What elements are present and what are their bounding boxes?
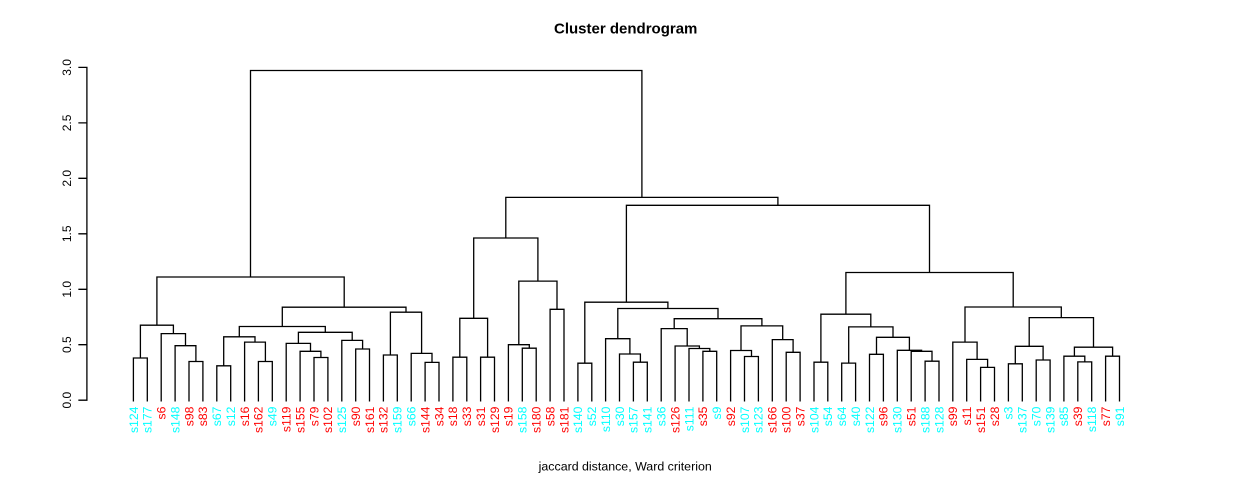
svg-text:s92: s92 — [724, 406, 738, 426]
svg-text:s79: s79 — [307, 406, 321, 426]
svg-text:s99: s99 — [946, 406, 960, 426]
svg-text:s30: s30 — [613, 406, 627, 426]
svg-text:s159: s159 — [391, 406, 405, 433]
svg-text:s64: s64 — [835, 406, 849, 426]
svg-text:s158: s158 — [516, 406, 530, 433]
svg-text:s40: s40 — [849, 406, 863, 426]
svg-text:s9: s9 — [710, 406, 724, 419]
svg-text:s128: s128 — [932, 406, 946, 433]
svg-text:s3: s3 — [1002, 406, 1016, 419]
svg-text:s111: s111 — [682, 406, 696, 431]
svg-text:s123: s123 — [752, 406, 766, 433]
svg-text:2.0: 2.0 — [60, 170, 74, 187]
svg-text:Cluster dendrogram: Cluster dendrogram — [554, 21, 697, 38]
svg-text:s122: s122 — [863, 406, 877, 433]
svg-text:s177: s177 — [141, 406, 155, 433]
svg-text:s126: s126 — [668, 406, 682, 433]
svg-text:s54: s54 — [821, 406, 835, 426]
svg-text:1.5: 1.5 — [60, 225, 74, 242]
svg-text:s104: s104 — [807, 406, 821, 433]
svg-text:s36: s36 — [655, 406, 669, 426]
svg-text:s161: s161 — [363, 406, 377, 433]
svg-text:s49: s49 — [266, 406, 280, 426]
svg-text:s140: s140 — [571, 406, 585, 433]
svg-text:s144: s144 — [418, 406, 432, 433]
svg-text:s162: s162 — [252, 406, 266, 433]
svg-text:s137: s137 — [1016, 406, 1030, 433]
svg-text:s6: s6 — [155, 406, 169, 419]
svg-text:s91: s91 — [1113, 406, 1127, 426]
svg-text:s90: s90 — [349, 406, 363, 426]
svg-text:s188: s188 — [918, 406, 932, 433]
svg-text:s124: s124 — [127, 406, 141, 433]
svg-text:s19: s19 — [502, 406, 516, 426]
svg-text:s51: s51 — [905, 406, 919, 426]
svg-text:3.0: 3.0 — [60, 59, 74, 76]
svg-text:s85: s85 — [1057, 406, 1071, 426]
svg-text:s129: s129 — [488, 406, 502, 433]
svg-text:s66: s66 — [405, 406, 419, 426]
svg-text:s125: s125 — [335, 406, 349, 433]
svg-text:s67: s67 — [210, 406, 224, 426]
svg-text:s77: s77 — [1099, 406, 1113, 426]
svg-text:s16: s16 — [238, 406, 252, 426]
svg-text:s39: s39 — [1071, 406, 1085, 426]
svg-text:s35: s35 — [696, 406, 710, 426]
svg-text:s151: s151 — [974, 406, 988, 433]
svg-text:s107: s107 — [738, 406, 752, 433]
svg-text:s119: s119 — [280, 406, 294, 432]
svg-text:1.0: 1.0 — [60, 281, 74, 298]
svg-text:s100: s100 — [780, 406, 794, 433]
svg-text:s166: s166 — [766, 406, 780, 433]
svg-text:s28: s28 — [988, 406, 1002, 426]
svg-text:s33: s33 — [460, 406, 474, 426]
svg-text:s157: s157 — [627, 406, 641, 433]
svg-text:s141: s141 — [641, 406, 655, 433]
svg-text:s58: s58 — [543, 406, 557, 426]
svg-text:0.5: 0.5 — [60, 336, 74, 353]
svg-text:s31: s31 — [474, 406, 488, 426]
svg-text:s118: s118 — [1085, 406, 1099, 432]
svg-text:0.0: 0.0 — [60, 392, 74, 409]
svg-text:s155: s155 — [293, 406, 307, 433]
svg-text:s83: s83 — [196, 406, 210, 426]
svg-text:s18: s18 — [446, 406, 460, 426]
svg-text:2.5: 2.5 — [60, 114, 74, 131]
svg-text:s102: s102 — [321, 406, 335, 433]
svg-text:s110: s110 — [599, 406, 613, 432]
svg-text:s132: s132 — [377, 406, 391, 433]
svg-text:s12: s12 — [224, 406, 238, 426]
svg-text:s34: s34 — [432, 406, 446, 426]
svg-text:s180: s180 — [530, 406, 544, 433]
svg-text:s181: s181 — [557, 406, 571, 433]
svg-text:s52: s52 — [585, 406, 599, 426]
svg-text:s98: s98 — [182, 406, 196, 426]
svg-text:s130: s130 — [891, 406, 905, 433]
svg-text:s11: s11 — [960, 406, 974, 425]
svg-text:s70: s70 — [1030, 406, 1044, 426]
svg-text:s148: s148 — [168, 406, 182, 433]
svg-text:s139: s139 — [1043, 406, 1057, 433]
svg-text:s96: s96 — [877, 406, 891, 426]
svg-text:jaccard distance, Ward criteri: jaccard distance, Ward criterion — [538, 459, 712, 473]
svg-text:s37: s37 — [793, 406, 807, 426]
